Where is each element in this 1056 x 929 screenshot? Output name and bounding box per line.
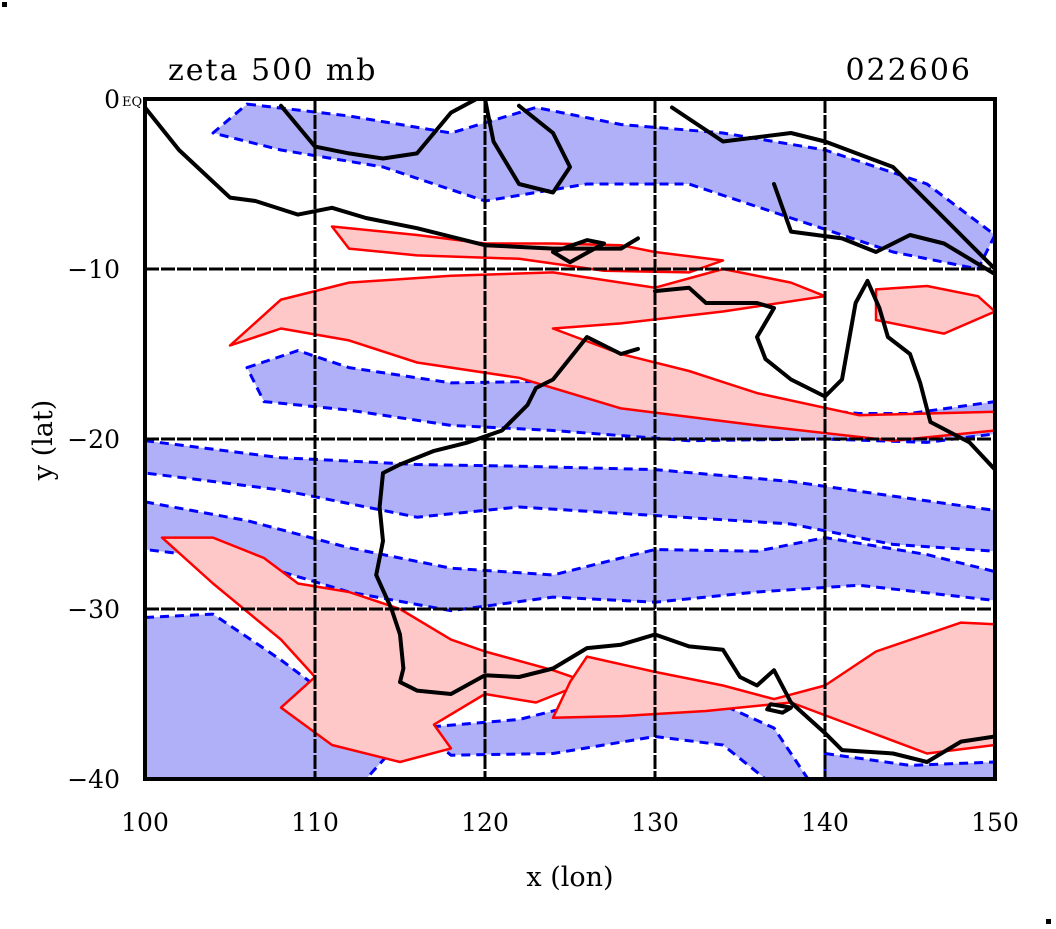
x-axis-label: x (lon) xyxy=(526,862,613,893)
plot-area xyxy=(145,99,995,779)
date-label: 022606 xyxy=(845,53,972,88)
y-tick-label-minus-20: −20 xyxy=(67,425,120,454)
y-axis-label: y (lat) xyxy=(28,400,59,482)
positive-contour-south-band xyxy=(551,621,995,755)
x-tick-label-110: 110 xyxy=(291,808,339,837)
coastline-sulawesi xyxy=(483,99,572,195)
y-tick-label-minus-30: −30 xyxy=(67,595,120,624)
coastline-australia xyxy=(653,278,995,484)
x-tick-label-150: 150 xyxy=(971,808,1019,837)
x-tick-label-140: 140 xyxy=(801,808,849,837)
island-timor xyxy=(551,238,606,265)
x-tick-label-100: 100 xyxy=(121,808,169,837)
corner-mark-top-left xyxy=(2,2,7,7)
y-tick-label-minus-40: −40 xyxy=(67,765,120,794)
equator-label: EQ xyxy=(122,95,142,110)
negative-contour-band-20 xyxy=(145,439,995,553)
grid-layer xyxy=(145,99,995,779)
x-tick-label-120: 120 xyxy=(461,808,509,837)
negative-contour-south-central xyxy=(415,692,810,779)
y-tick-label-0: 0 xyxy=(104,85,120,114)
corner-mark-bottom-right xyxy=(1046,919,1051,924)
plot-frame xyxy=(143,97,997,781)
coastline-new-guinea-south xyxy=(772,182,995,277)
positive-contour-coral-sea xyxy=(874,284,995,335)
negative-vorticity-layer xyxy=(145,102,995,779)
coastline-new-guinea xyxy=(670,105,995,271)
x-axis-ticks: 100 110 120 130 140 150 xyxy=(121,808,1019,837)
coastline-australia-west xyxy=(374,335,995,764)
coastline-borneo xyxy=(279,99,479,161)
y-axis-ticks: 0 −10 −20 −30 −40 xyxy=(67,85,120,794)
x-tick-label-130: 130 xyxy=(631,808,679,837)
y-tick-label-minus-10: −10 xyxy=(67,255,120,284)
chart-title: zeta 500 mb xyxy=(168,53,378,88)
coastline-layer xyxy=(145,99,995,764)
island-kangaroo-island xyxy=(765,702,793,715)
negative-contour-band-west-25 xyxy=(145,500,995,613)
